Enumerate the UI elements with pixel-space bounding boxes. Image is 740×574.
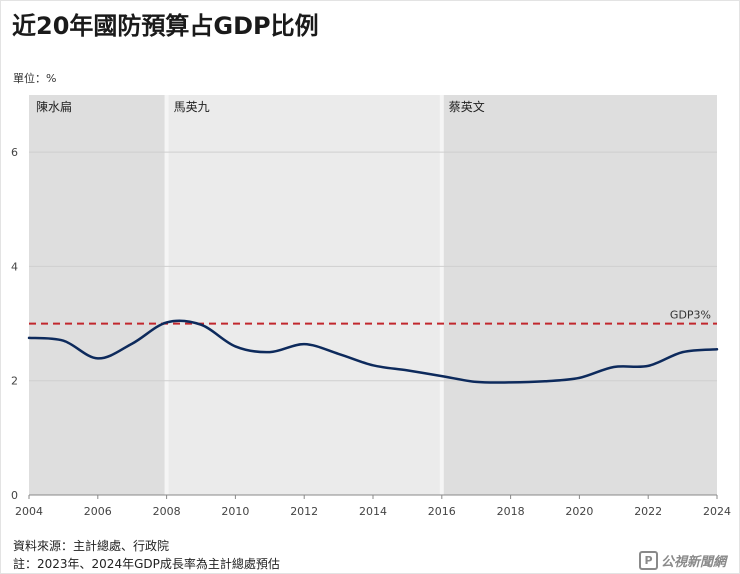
period-bands: 陳水扁 馬英九 蔡英文	[29, 95, 717, 495]
x-tick-label: 2016	[428, 505, 456, 518]
x-tick-label: 2022	[634, 505, 662, 518]
x-tick-label: 2024	[703, 505, 731, 518]
series-lines	[27, 319, 719, 384]
x-tick-label: 2012	[290, 505, 318, 518]
x-tick-label: 2010	[221, 505, 249, 518]
reference-line-group: GDP3%	[29, 309, 717, 325]
x-tick-label: 2008	[153, 505, 181, 518]
y-tick-label: 0	[11, 489, 18, 502]
unit-label: 單位：%	[13, 72, 57, 85]
y-tick-label: 6	[11, 146, 18, 159]
period-label: 馬英九	[174, 100, 210, 114]
logo-text: 公視新聞網	[660, 555, 726, 570]
chart-title: 近20年國防預算占GDP比例	[12, 12, 319, 40]
gridlines	[29, 151, 717, 382]
brand-logo: P 公視新聞網	[638, 551, 726, 570]
y-tick-label: 2	[11, 375, 18, 388]
period-band	[29, 95, 167, 495]
x-tick-label: 2006	[84, 505, 112, 518]
period-label: 蔡英文	[449, 99, 485, 114]
x-tick-label: 2004	[15, 505, 43, 518]
reference-line-label: GDP3%	[670, 309, 711, 322]
x-tick-label: 2018	[497, 505, 525, 518]
logo-mark-icon: P	[638, 551, 658, 570]
x-tick-label: 2014	[359, 505, 387, 518]
period-label: 陳水扁	[36, 100, 72, 114]
axes: 0 2 4 6 2004 2006 2008 2010 2012 2014 2016 2018 2020…	[11, 146, 731, 518]
y-tick-label: 4	[11, 260, 18, 273]
period-band	[441, 95, 717, 495]
period-band	[166, 95, 442, 495]
x-tick-label: 2020	[565, 505, 593, 518]
footnote: 註：2023年、2024年GDP成長率為主計總處預估	[13, 557, 280, 571]
series-line	[27, 319, 719, 384]
source-note: 資料來源：主計總處、行政院	[13, 539, 170, 553]
